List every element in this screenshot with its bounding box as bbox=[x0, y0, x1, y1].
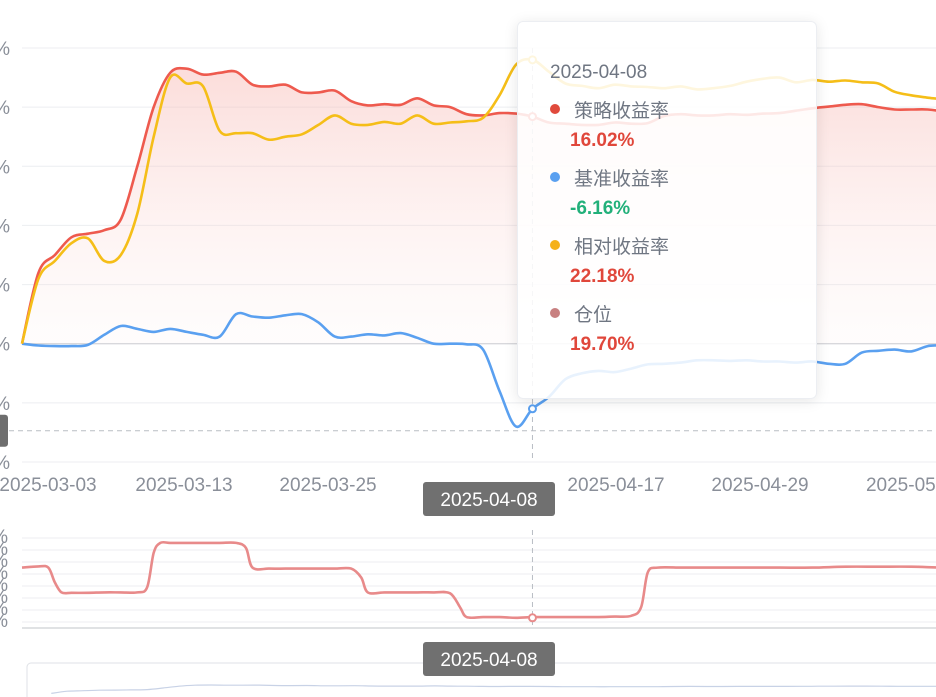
x-tick-label: 2025-05- bbox=[866, 475, 936, 496]
y-tick-label: % bbox=[0, 587, 8, 608]
tooltip-item: 仓位 bbox=[550, 298, 816, 328]
y-tick-label: % bbox=[0, 611, 8, 632]
y-tick-label: % bbox=[0, 276, 10, 297]
crosshair-x-label-box bbox=[423, 482, 555, 516]
y-tick-label: % bbox=[0, 39, 10, 60]
y-tick-label: % bbox=[0, 98, 10, 119]
tooltip-item-name: 策略收益率 bbox=[574, 100, 670, 122]
y-tick-label: % bbox=[0, 157, 10, 178]
x-tick-label: 2025-03-03 bbox=[0, 475, 97, 496]
tooltip-item: 策略收益率 bbox=[550, 94, 816, 124]
y-tick-label: % bbox=[0, 563, 8, 584]
crosshair-point bbox=[527, 613, 537, 623]
tooltip-item: 基准收益率 bbox=[550, 162, 816, 192]
crosshair-x-label: 2025-04-08 bbox=[440, 650, 537, 671]
position-line bbox=[21, 540, 936, 620]
y-tick-label: % bbox=[0, 527, 8, 548]
tooltip-items: 策略收益率 16.02% 基准收益率 -6.16% 相对收益率 22.18% 仓位 19.70… bbox=[550, 94, 816, 366]
y-tick-label: % bbox=[0, 335, 10, 356]
y-tick-label: % bbox=[0, 394, 10, 415]
y-tick-label: % bbox=[0, 551, 8, 572]
crosshair-x-label-box bbox=[423, 642, 555, 676]
tooltip-item-value: 19.70% bbox=[570, 334, 635, 355]
legend-dot-icon bbox=[550, 104, 560, 114]
tooltip-item-name: 仓位 bbox=[574, 304, 613, 326]
legend-dot-icon bbox=[550, 240, 560, 250]
series-line-relative bbox=[20, 57, 936, 345]
position-chart-grid: %%%%%%%% bbox=[0, 527, 936, 632]
tooltip-date: 2025-04-08 bbox=[550, 62, 648, 83]
tooltip: 2025-04-08 策略收益率 16.02% 基准收益率 -6.16% 相对收益率 22… bbox=[517, 21, 817, 399]
x-tick-label: 2025-03-13 bbox=[135, 475, 232, 496]
position-chart-series bbox=[21, 540, 936, 620]
tooltip-item-name: 基准收益率 bbox=[574, 168, 670, 190]
series-line-strategy bbox=[20, 66, 936, 344]
x-tick-label: 2025-04-29 bbox=[711, 475, 808, 496]
x-tick-label: 2025-03-25 bbox=[279, 475, 376, 496]
tooltip-item: 相对收益率 bbox=[550, 230, 816, 260]
y-tick-label: % bbox=[0, 599, 8, 620]
x-tick-label: 2025-04-17 bbox=[567, 475, 664, 496]
tooltip-item-value: 22.18% bbox=[570, 266, 635, 287]
tooltip-item-name: 相对收益率 bbox=[574, 236, 670, 258]
main-chart-series bbox=[20, 57, 936, 429]
position-crosshair bbox=[527, 530, 537, 628]
y-tick-label: % bbox=[0, 216, 10, 237]
main-x-axis: 2025-03-03 2025-03-13 2025-03-25 2025-04-17… bbox=[0, 475, 936, 496]
crosshair-point bbox=[527, 404, 537, 414]
datazoom-slider[interactable] bbox=[26, 662, 936, 697]
y-tick-label: % bbox=[0, 539, 8, 560]
y-tick-label: % bbox=[0, 453, 10, 474]
crosshair-y-label bbox=[0, 414, 8, 447]
tooltip-item-value: 16.02% bbox=[570, 130, 635, 151]
datazoom-preview-line bbox=[51, 684, 936, 694]
crosshair-labels: 2025-04-08 2025-04-08 bbox=[423, 482, 555, 676]
legend-dot-icon bbox=[550, 308, 560, 318]
crosshair-x-label: 2025-04-08 bbox=[440, 490, 537, 511]
tooltip-item-value: -6.16% bbox=[570, 198, 631, 219]
legend-dot-icon bbox=[550, 172, 560, 182]
series-line-benchmark bbox=[21, 311, 936, 429]
y-tick-label: % bbox=[0, 575, 8, 596]
